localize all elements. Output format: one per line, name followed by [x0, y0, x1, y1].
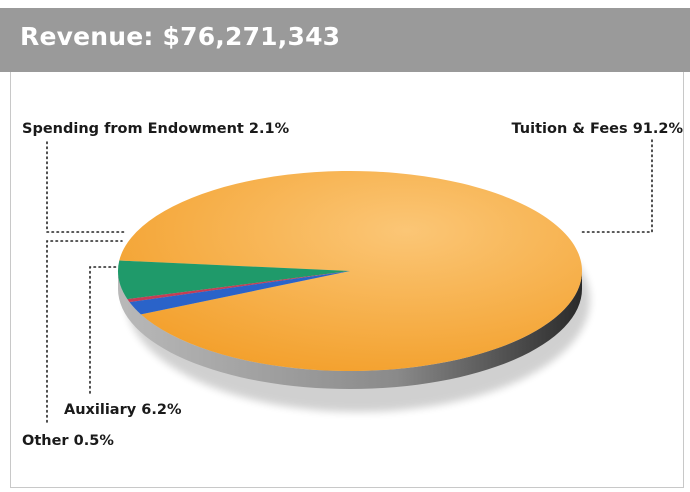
chart-header: Revenue: $76,271,343: [0, 8, 690, 72]
pie-side: [118, 271, 582, 389]
leader-tuition-fees: [579, 139, 653, 233]
label-spending-from-endowment: Spending from Endowment 2.1%: [22, 121, 290, 137]
label-tuition-fees: Tuition & Fees 91.2%: [511, 121, 683, 137]
chart-frame: [10, 72, 684, 488]
chart-title: Revenue: $76,271,343: [20, 22, 341, 51]
leader-spending-from-endowment: [46, 141, 127, 233]
leader-auxiliary: [89, 266, 119, 394]
label-auxiliary: Auxiliary 6.2%: [64, 402, 182, 418]
slice-other: [127, 271, 350, 303]
leader-other: [46, 240, 123, 423]
slice-tuition-fees: [119, 170, 583, 371]
label-other: Other 0.5%: [22, 433, 114, 449]
slice-auxiliary: [117, 260, 350, 300]
slice-endowment: [129, 271, 350, 315]
